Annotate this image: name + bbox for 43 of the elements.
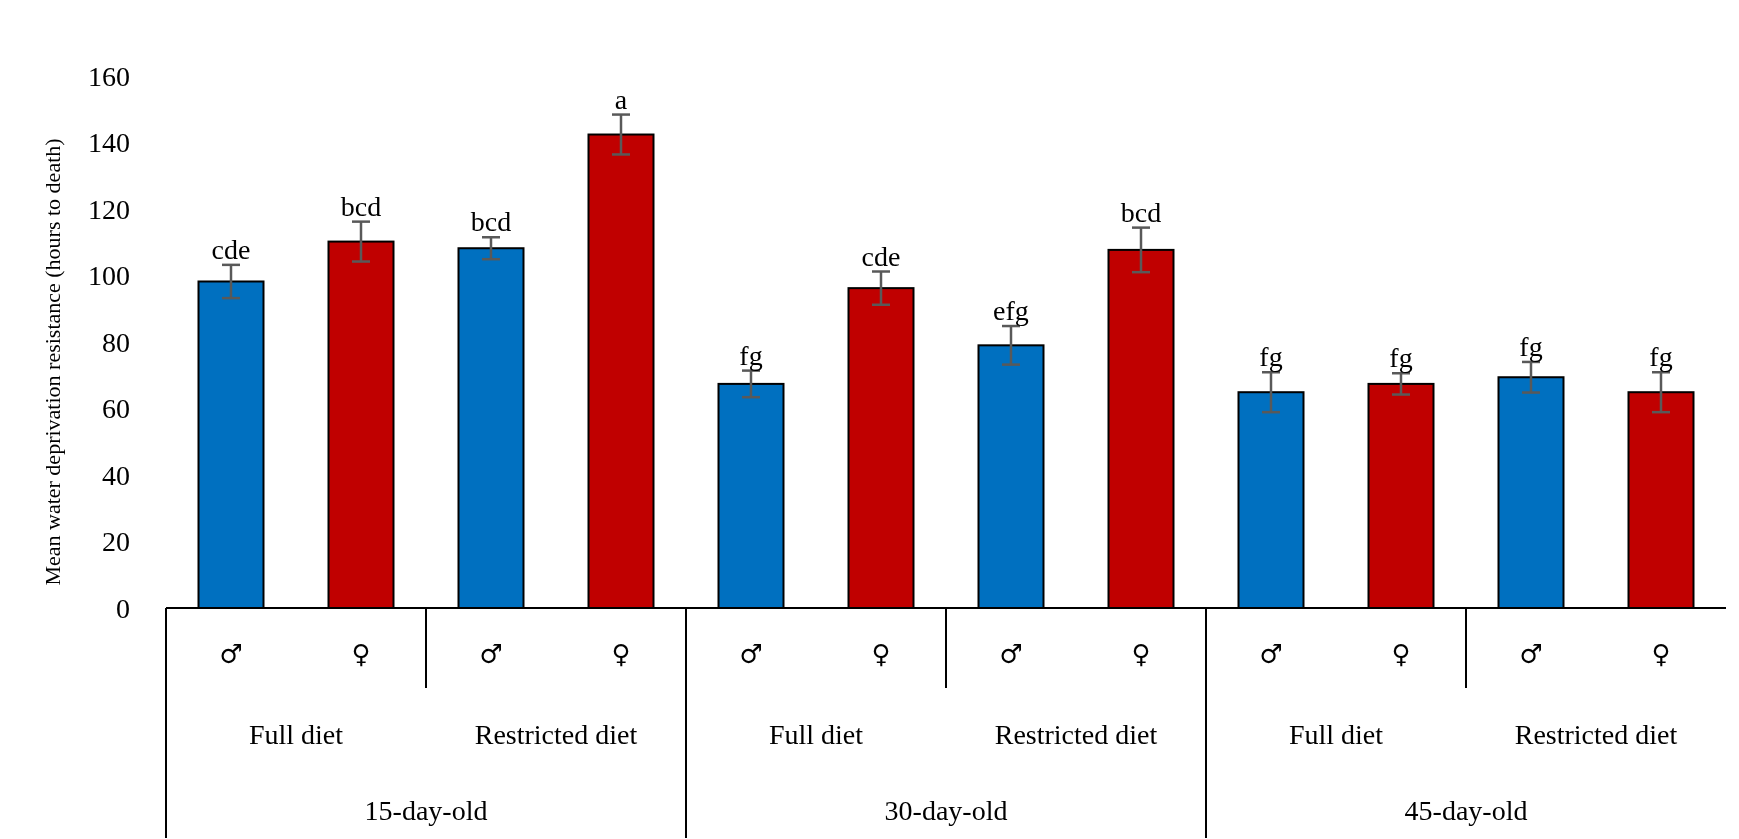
data-label: cde [861,240,901,272]
text: Restricted diet [994,719,1158,750]
x-tick-label: ♂ [1259,639,1283,669]
y-tick-label: 100 [88,260,130,292]
x-tick-label: ♂ [219,639,243,669]
text: Full diet [1288,719,1384,750]
x-tick-label: ♀ [1391,639,1411,669]
x-tick-label: ♂ [479,639,503,669]
x-tick-label: ♀ [871,639,891,669]
y-tick-label: 80 [102,326,130,358]
x-tick-label: ♀ [1651,639,1671,669]
x-tick-label: ♀ [611,639,631,669]
text: Restricted diet [474,719,638,750]
data-label: efg [993,295,1029,327]
data-label: fg [1259,341,1283,373]
data-label: fg [1519,330,1543,362]
data-label: fg [1649,341,1673,373]
y-tick-label: 40 [102,459,130,491]
y-tick-label: 140 [88,127,130,159]
text: Full diet [768,719,864,750]
x-tick-label: ♂ [739,639,763,669]
x-tick-label: ♂ [999,639,1023,669]
y-axis-title: Mean water deprivation resistance (hours to death) [40,138,65,586]
x-tick-label: ♀ [1131,639,1151,669]
data-label: cde [211,233,251,265]
y-tick-label: 120 [88,193,130,225]
data-label: bcd [470,206,512,238]
text: 45-day-old [1404,795,1528,826]
data-label: fg [739,339,763,371]
text: 30-day-old [884,795,1008,826]
y-tick-label: 20 [102,526,130,558]
y-tick-label: 0 [116,592,130,624]
data-label: bcd [340,190,382,222]
text: Full diet [248,719,344,750]
data-label: a [614,83,628,115]
y-tick-label: 160 [88,60,130,92]
text: Restricted diet [1514,719,1678,750]
text: 15-day-old [364,795,488,826]
x-tick-label: ♂ [1519,639,1543,669]
data-label: bcd [1120,196,1162,228]
y-tick-label: 60 [102,393,130,425]
data-label: fg [1389,342,1413,374]
x-tick-label: ♀ [351,639,371,669]
